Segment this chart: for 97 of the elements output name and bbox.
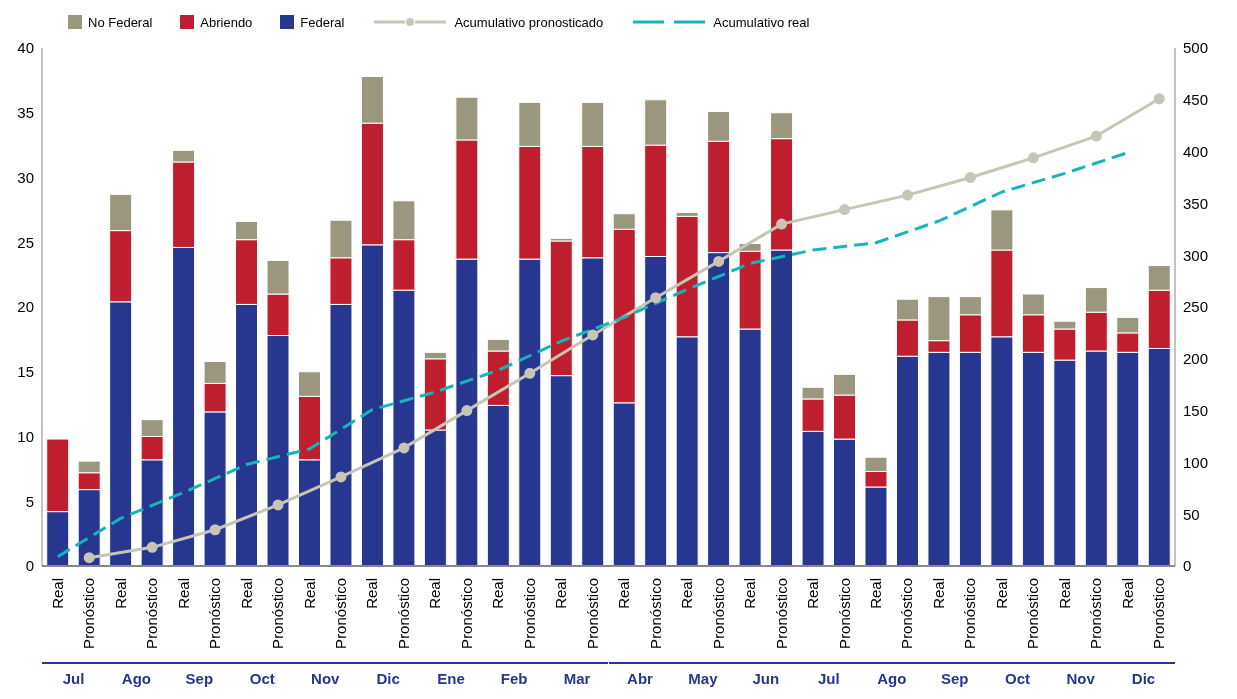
- x-tick-label: Real: [992, 578, 1010, 609]
- point: [587, 329, 599, 341]
- legend-label: Federal: [300, 14, 345, 30]
- point: [650, 292, 662, 304]
- x-tick-label: Pronóstico: [269, 578, 287, 649]
- text: May: [671, 662, 735, 694]
- y2-tick-label: 200: [1183, 350, 1209, 368]
- y-tick-label: 25: [17, 233, 34, 251]
- y-tick-label: 30: [17, 168, 34, 186]
- point: [713, 255, 725, 267]
- x-tick-label: Pronóstico: [394, 578, 412, 649]
- text: Ago: [104, 662, 168, 694]
- y2-tick-label: 150: [1183, 401, 1209, 419]
- x-tick-label: Real: [300, 578, 318, 609]
- text: Jul: [797, 662, 861, 694]
- point: [83, 552, 95, 564]
- text: Mar: [545, 662, 609, 694]
- x-tick-label: Real: [363, 578, 381, 609]
- text: Feb: [482, 662, 546, 694]
- legend-label: Acumulativo pronosticado: [454, 14, 604, 30]
- text: Sep: [167, 662, 231, 694]
- x-tick-label: Pronóstico: [1024, 578, 1042, 649]
- point: [1153, 93, 1165, 105]
- x-tick-label: Real: [552, 578, 570, 609]
- text: Ago: [860, 662, 924, 694]
- y2-tick-label: 450: [1183, 91, 1209, 109]
- x-tick-label: Real: [48, 578, 66, 609]
- x-tick-label: Real: [615, 578, 633, 609]
- text: Oct: [230, 662, 294, 694]
- point: [524, 367, 536, 379]
- legend-label: Acumulativo real: [713, 14, 810, 30]
- text: Sep: [923, 662, 987, 694]
- point: [335, 471, 347, 483]
- text: Dic: [1112, 662, 1175, 694]
- x-tick-label: Pronóstico: [331, 578, 349, 649]
- x-tick-label: Pronóstico: [835, 578, 853, 649]
- y2-tick-label: 300: [1183, 246, 1209, 264]
- y-tick-label: 0: [25, 557, 34, 575]
- point: [839, 204, 851, 216]
- y-tick-label: 35: [17, 104, 34, 122]
- y2-tick-label: 250: [1183, 298, 1209, 316]
- x-tick-label: Pronóstico: [520, 578, 538, 649]
- y2-tick-label: 400: [1183, 142, 1209, 160]
- x-tick-label: Real: [867, 578, 885, 609]
- x-tick-label: Real: [111, 578, 129, 609]
- point: [398, 442, 410, 454]
- y-tick-label: 15: [17, 363, 34, 381]
- x-tick-label: Pronóstico: [646, 578, 664, 649]
- x-tick-label: Real: [1118, 578, 1136, 609]
- y2-tick-label: 350: [1183, 194, 1209, 212]
- x-tick-label: Real: [741, 578, 759, 609]
- point: [964, 172, 976, 183]
- x-tick-label: Pronóstico: [583, 578, 601, 649]
- x-tick-label: Pronóstico: [898, 578, 916, 649]
- point: [1090, 130, 1102, 142]
- x-tick-label: Real: [678, 578, 696, 609]
- x-tick-label: Real: [804, 578, 822, 609]
- y2-tick-label: 500: [1183, 39, 1209, 57]
- x-tick-label: Real: [174, 578, 192, 609]
- y2-tick-label: 100: [1183, 453, 1209, 471]
- x-tick-label: Pronóstico: [457, 578, 475, 649]
- x-tick-label: Real: [237, 578, 255, 609]
- text: Dic: [356, 662, 420, 694]
- y2-tick-label: 50: [1183, 505, 1200, 523]
- point: [272, 499, 284, 511]
- x-tick-label: Pronóstico: [143, 578, 161, 649]
- legend-label: Abriendo: [200, 14, 253, 30]
- x-tick-label: Pronóstico: [206, 578, 224, 649]
- y-tick-label: 5: [25, 492, 34, 510]
- point: [146, 541, 158, 553]
- x-tick-label: Pronóstico: [1150, 578, 1168, 649]
- x-tick-label: Real: [929, 578, 947, 609]
- text: Abr: [608, 662, 672, 694]
- x-tick-label: Real: [426, 578, 444, 609]
- text: Nov: [1049, 662, 1113, 694]
- y-tick-label: 20: [17, 298, 34, 316]
- point: [1027, 152, 1039, 164]
- point: [461, 405, 473, 417]
- y-tick-label: 10: [17, 427, 34, 445]
- x-tick-label: Pronóstico: [80, 578, 98, 649]
- x-tick-label: Pronóstico: [709, 578, 727, 649]
- x-tick-label: Real: [489, 578, 507, 609]
- x-tick-label: Real: [1055, 578, 1073, 609]
- text: Jul: [42, 662, 105, 694]
- x-tick-label: Pronóstico: [772, 578, 790, 649]
- y-tick-label: 40: [17, 39, 34, 57]
- point: [209, 524, 221, 536]
- text: Jun: [734, 662, 798, 694]
- text: Nov: [293, 662, 357, 694]
- y2-tick-label: 0: [1183, 557, 1192, 575]
- point: [901, 189, 913, 201]
- x-tick-label: Pronóstico: [1087, 578, 1105, 649]
- point: [776, 218, 788, 230]
- legend-label: No Federal: [88, 14, 153, 30]
- text: Oct: [986, 662, 1050, 694]
- x-tick-label: Pronóstico: [961, 578, 979, 649]
- text: Ene: [419, 662, 483, 694]
